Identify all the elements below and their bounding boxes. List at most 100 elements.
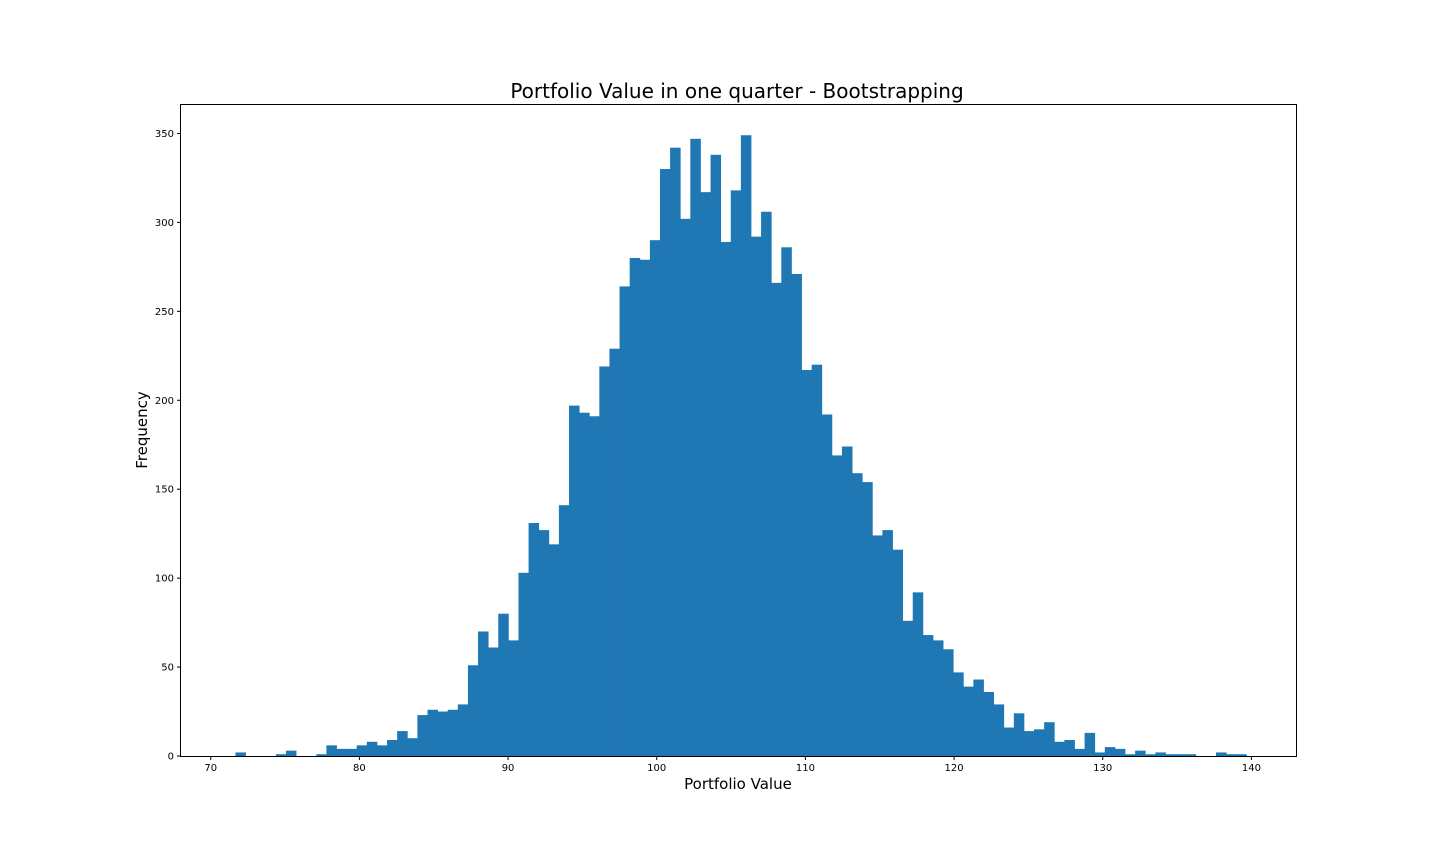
- histogram-bar: [1074, 748, 1085, 756]
- histogram-bar: [548, 544, 560, 756]
- x-tick-label: 100: [647, 763, 666, 774]
- histogram-bar: [1104, 747, 1116, 756]
- histogram-bar: [376, 745, 388, 756]
- x-tick-label: 130: [1093, 763, 1112, 774]
- histogram-bar: [346, 748, 358, 756]
- histogram-bar: [639, 259, 651, 756]
- y-tick-label: 0: [168, 752, 174, 763]
- histogram-bar: [963, 686, 974, 756]
- histogram-bar: [750, 236, 762, 757]
- histogram-bar: [649, 240, 661, 757]
- histogram-bar: [518, 572, 529, 756]
- histogram-bar: [1094, 752, 1106, 756]
- histogram-bar: [285, 750, 297, 756]
- histogram-bar: [387, 739, 398, 756]
- histogram-bar: [467, 665, 479, 756]
- histogram-bar: [680, 218, 691, 756]
- histogram-bar: [609, 348, 620, 756]
- histogram-bar: [892, 549, 904, 756]
- histogram-bar: [740, 135, 752, 757]
- histogram-bar: [1125, 754, 1136, 756]
- histogram-bar: [821, 414, 833, 756]
- x-tick-label: 70: [204, 763, 217, 774]
- histogram-bar: [498, 613, 509, 756]
- histogram-bar: [599, 366, 610, 756]
- histogram-bar: [1175, 754, 1187, 756]
- histogram-bar: [882, 530, 893, 756]
- histogram-bar: [1034, 729, 1045, 756]
- histogram-bar: [356, 745, 368, 756]
- y-tick-label: 150: [155, 485, 174, 496]
- histogram-bar: [781, 247, 792, 756]
- histogram-bar: [862, 482, 873, 756]
- y-tick-label: 250: [155, 307, 174, 318]
- histogram-bar: [437, 711, 449, 756]
- histogram-bar: [1023, 731, 1035, 756]
- histogram-bar: [700, 192, 711, 756]
- histogram-bar: [872, 535, 883, 756]
- y-tick-label: 100: [155, 574, 174, 585]
- histogram-bar: [791, 273, 802, 756]
- histogram-bar: [275, 754, 287, 756]
- histogram-bar: [326, 745, 337, 756]
- histogram-bar: [457, 704, 469, 756]
- histogram-bar: [447, 709, 459, 756]
- y-axis-label: Frequency: [133, 391, 151, 469]
- histogram-bar: [720, 241, 732, 757]
- histogram-bar: [1013, 713, 1025, 756]
- histogram-bar: [417, 715, 428, 756]
- histogram-bar: [558, 505, 570, 756]
- histogram-bar: [478, 631, 489, 756]
- histogram-bar: [1165, 754, 1176, 756]
- histogram-bar: [1135, 750, 1146, 756]
- y-tick-label: 350: [155, 129, 174, 140]
- y-tick-label: 200: [155, 396, 174, 407]
- histogram-bar: [366, 741, 378, 756]
- x-axis-ticks: 70 80 90 100 110 120 130 140: [204, 756, 1261, 774]
- histogram-bar: [922, 635, 934, 756]
- plot-frame: [180, 104, 1297, 757]
- histogram-bar: [912, 592, 924, 756]
- x-tick-label: 140: [1242, 763, 1261, 774]
- histogram-bar: [953, 672, 964, 756]
- histogram-bar: [710, 154, 722, 756]
- histogram-bar: [1003, 727, 1015, 756]
- histogram-bar: [1114, 748, 1126, 756]
- histogram-bar: [841, 446, 853, 756]
- chart-title: Portfolio Value in one quarter - Bootstr…: [510, 79, 963, 103]
- histogram-bar: [1155, 752, 1166, 756]
- histogram-bar: [619, 286, 631, 756]
- histogram-bar: [397, 731, 408, 756]
- histogram-bar: [1044, 722, 1055, 756]
- histogram-bar: [973, 679, 984, 756]
- y-tick-label: 300: [155, 218, 174, 229]
- histogram-bar: [1226, 754, 1237, 756]
- histogram-bar: [852, 473, 863, 756]
- histogram-bar: [1054, 741, 1065, 756]
- histogram-bar: [569, 405, 580, 756]
- histogram-bar: [993, 704, 1005, 756]
- histogram-bar: [488, 647, 499, 756]
- histogram-bar: [831, 455, 843, 756]
- histogram-bar: [235, 752, 246, 756]
- x-tick-label: 110: [796, 763, 815, 774]
- histogram-bar: [1064, 739, 1075, 756]
- histogram-bar: [801, 370, 813, 756]
- histogram-bar: [932, 640, 944, 756]
- histogram-bar: [690, 138, 701, 757]
- histogram-bar: [943, 649, 954, 756]
- histogram-bar: [670, 147, 681, 756]
- y-axis-ticks: 0 50 100 150 200 250 300 350: [155, 129, 181, 763]
- histogram-bar: [902, 620, 914, 756]
- histogram-bar: [771, 282, 782, 756]
- histogram-bar: [1185, 754, 1197, 756]
- histogram-bar: [660, 169, 671, 757]
- x-axis-label: Portfolio Value: [684, 775, 792, 793]
- histogram-bar: [579, 412, 590, 756]
- histogram-bar: [336, 748, 348, 756]
- y-tick-label: 50: [161, 663, 174, 674]
- histogram-bar: [1216, 752, 1227, 756]
- x-tick-label: 90: [502, 763, 515, 774]
- histogram-bar: [316, 754, 327, 756]
- histogram-bar: [538, 530, 550, 756]
